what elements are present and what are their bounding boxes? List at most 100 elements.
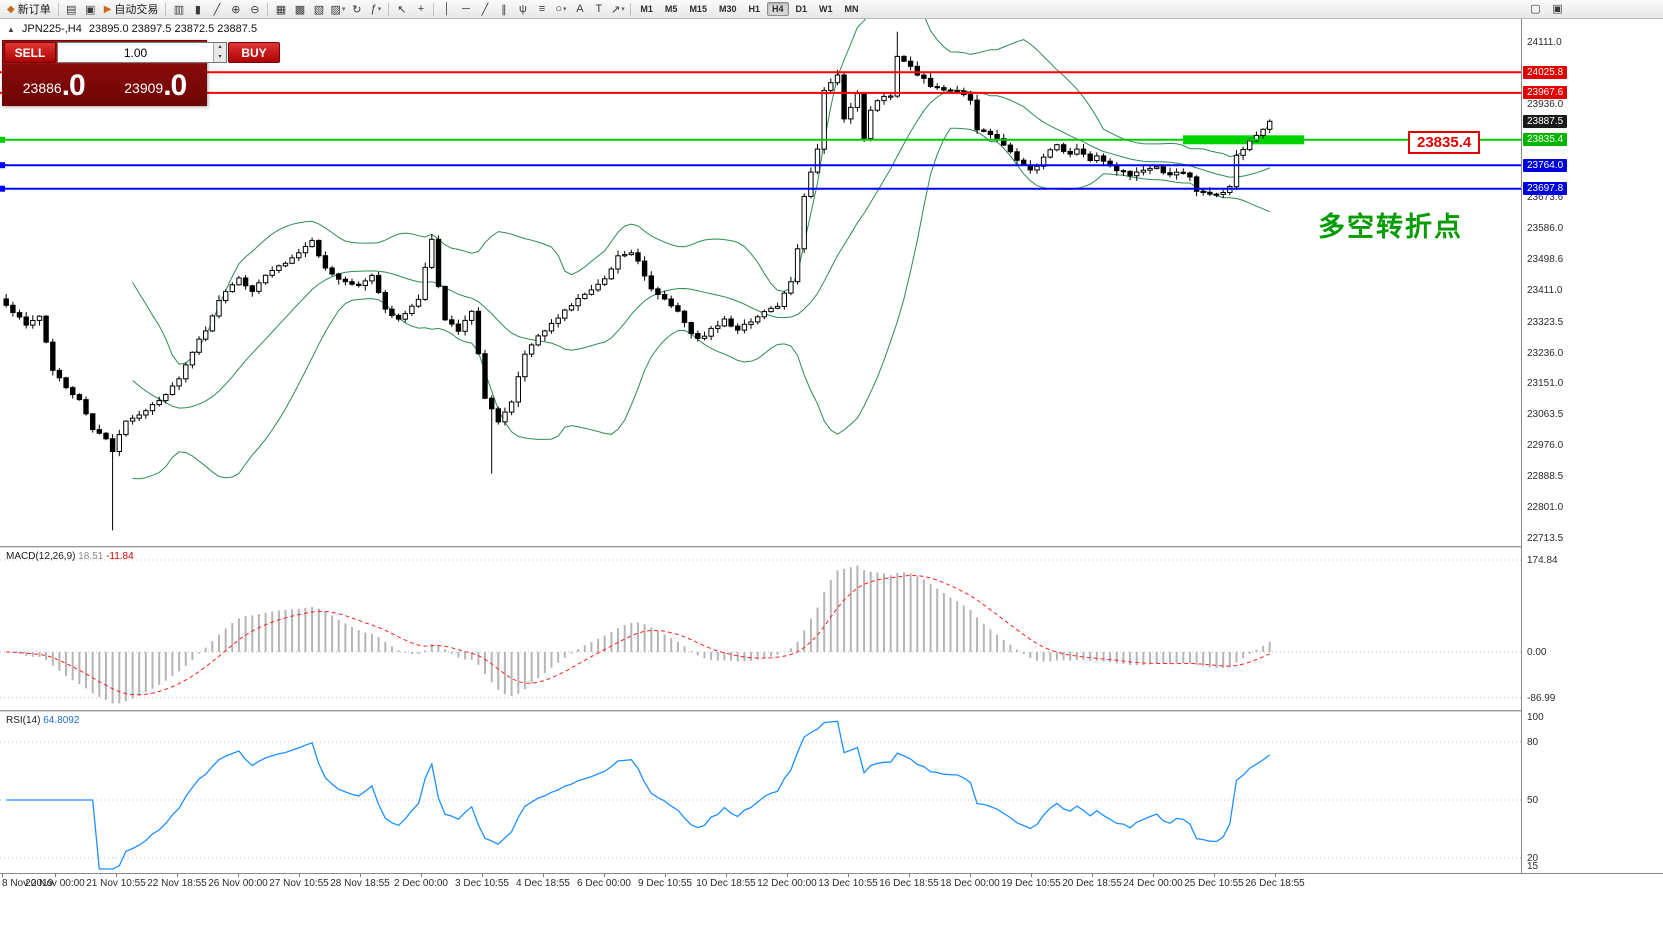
toolbar-right-icons: ▢ ▣ [1526, 1, 1567, 16]
auto-trading-button[interactable]: ▶ 自动交易 [100, 2, 163, 17]
price-axis-label: 22888.5 [1527, 471, 1564, 482]
cascade-windows-icon[interactable]: ▩ [294, 3, 306, 16]
price-axis-label: 22976.0 [1527, 440, 1564, 451]
price-axis-label: 23586.0 [1527, 223, 1564, 234]
trendline-icon[interactable]: ╱ [481, 3, 489, 16]
panel-splitter[interactable] [0, 546, 1522, 548]
time-tick [1153, 874, 1154, 877]
buy-price-display[interactable]: 23909 .0 [105, 64, 207, 105]
timeframe-d1-button[interactable]: D1 [795, 4, 808, 14]
window-restore-icon[interactable]: ▢ [1530, 3, 1541, 15]
tile-windows-icon[interactable]: ▦ [275, 3, 287, 16]
volume-increase-button[interactable]: ▴ [214, 43, 226, 53]
trade-panel-prices: 23886 .0 23909 .0 [3, 64, 206, 105]
chart-window-icon[interactable]: ▤ [66, 3, 77, 16]
price-badge: 23764.0 [1523, 159, 1568, 172]
sell-button[interactable]: SELL [4, 42, 56, 63]
time-axis-label: 25 Dec 10:55 [1184, 878, 1244, 889]
rsi-axis-label: 100 [1527, 712, 1544, 723]
macd-axis-label: 0.00 [1527, 647, 1547, 658]
timeframe-w1-button[interactable]: W1 [819, 4, 833, 14]
dropdown-arrow-icon: ▾ [377, 6, 382, 13]
time-axis-label: 22 Nov 18:55 [147, 878, 207, 889]
candlestick-chart-icon[interactable]: ▮ [194, 3, 201, 16]
timeframe-mn-button[interactable]: MN [844, 4, 859, 14]
line-edge-handle[interactable] [0, 162, 5, 169]
toolbar-separator [433, 2, 435, 16]
volume-decrease-button[interactable]: ▾ [214, 52, 226, 62]
time-tick [177, 874, 178, 877]
pitchfork-icon[interactable]: ψ [518, 3, 527, 15]
shapes-icon[interactable]: ○ ▾ [555, 3, 567, 15]
arrows-icon[interactable]: ↗ ▾ [611, 3, 625, 16]
timeframe-h4-button[interactable]: H4 [766, 2, 789, 16]
collapse-panel-icon[interactable]: ▲ [7, 24, 15, 34]
rsi-axis-label: 80 [1527, 737, 1539, 748]
macd-histogram [11, 565, 1271, 704]
timeframe-h1-button[interactable]: H1 [748, 4, 760, 14]
time-tick [604, 874, 605, 877]
zoom-in-icon[interactable]: ⊕ [231, 3, 241, 16]
time-axis[interactable]: 8 Nov 2019 20 Nov 00:00 21 Nov 10:55 22 Nov… [0, 873, 1663, 895]
panel-splitter[interactable] [0, 710, 1522, 712]
timeframe-m5-button[interactable]: M5 [664, 4, 678, 14]
volume-input[interactable] [58, 43, 213, 62]
new-order-button[interactable]: ◆ 新订单 [3, 2, 55, 17]
symbol-period-label: JPN225-,H4 [21, 23, 82, 35]
bollinger-upper-band [132, 19, 1271, 365]
one-click-trading-panel: SELL ▴ ▾ BUY 23886 .0 23909 .0 [2, 40, 280, 106]
price-level-label[interactable]: 23835.4 [1408, 131, 1481, 154]
timeframe-m30-button[interactable]: M30 [718, 4, 737, 14]
macd-axis-label: 174.84 [1527, 555, 1558, 566]
toolbar-separator [57, 2, 59, 16]
time-axis-label: 19 Dec 10:55 [1001, 878, 1061, 889]
volume-field: ▴ ▾ [57, 42, 227, 63]
zoom-out-icon[interactable]: ⊖ [250, 3, 260, 16]
sell-price-main: 23886 [22, 80, 62, 96]
crosshair-icon[interactable]: + [417, 3, 425, 15]
time-axis-label: 12 Dec 00:00 [757, 878, 817, 889]
channel-icon[interactable]: ∥ [501, 3, 507, 16]
indicators-icon[interactable]: ƒ ▾ [370, 3, 382, 15]
macd-signal-value: -11.84 [106, 551, 134, 562]
time-axis-label: 9 Dec 10:55 [638, 878, 692, 889]
timeframe-m15-button[interactable]: M15 [689, 4, 707, 14]
buy-button[interactable]: BUY [228, 42, 280, 63]
vertical-line-icon[interactable]: │ [443, 3, 451, 15]
rsi-indicator-panel [0, 720, 1521, 870]
price-badge: 23887.5 [1523, 115, 1568, 128]
dropdown-arrow-icon: ▾ [341, 6, 346, 13]
window-panel-icon[interactable]: ▣ [1552, 3, 1563, 15]
volume-stepper: ▴ ▾ [213, 43, 226, 62]
refresh-icon[interactable]: ↻ [352, 3, 362, 16]
time-tick [665, 874, 666, 877]
timeframe-m1-button[interactable]: M1 [640, 4, 653, 14]
line-edge-handle[interactable] [0, 185, 5, 192]
buy-price-main: 23909 [124, 80, 164, 96]
price-axis[interactable]: 24111.0 23936.0 23673.6 23586.0 23498.6 23411… [1521, 19, 1663, 873]
buy-price-pips: .0 [163, 69, 187, 102]
toolbar-separator [267, 2, 269, 16]
time-axis-label: 20 Dec 18:55 [1062, 878, 1122, 889]
cursor-icon[interactable]: ↖ [397, 3, 407, 16]
toolbar-separator [630, 2, 632, 16]
time-axis-label: 18 Dec 00:00 [940, 878, 1000, 889]
bar-chart-icon[interactable]: ▥ [173, 3, 185, 16]
new-chart-icon[interactable]: ▨ ▾ [330, 3, 346, 16]
line-chart-icon[interactable]: ╱ [213, 3, 221, 16]
label-icon[interactable]: T [595, 3, 603, 15]
market-watch-icon[interactable]: ▣ [85, 3, 96, 16]
arrange-windows-icon[interactable]: ▧ [313, 3, 325, 16]
horizontal-line-icon[interactable]: ─ [462, 3, 470, 15]
macd-main-value: 18.51 [78, 551, 104, 562]
fibonacci-icon[interactable]: ≡ [538, 3, 546, 15]
price-badge: 23697.8 [1523, 182, 1568, 195]
time-axis-label: 24 Dec 00:00 [1123, 878, 1183, 889]
sell-price-display[interactable]: 23886 .0 [3, 64, 105, 105]
text-icon[interactable]: A [576, 3, 584, 15]
time-axis-label: 16 Dec 18:55 [879, 878, 939, 889]
line-edge-handle[interactable] [0, 136, 5, 143]
toolbar-separator [388, 2, 390, 16]
dropdown-arrow-icon: ▾ [562, 6, 567, 13]
price-badge: 23967.6 [1523, 86, 1568, 99]
